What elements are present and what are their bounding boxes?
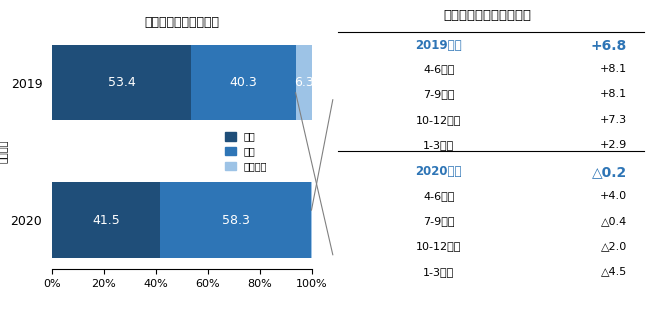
Text: +8.1: +8.1 (600, 64, 627, 74)
Bar (191, 45, 296, 121)
Text: 7-9月期: 7-9月期 (423, 89, 454, 99)
Text: 1-3月期: 1-3月期 (423, 267, 454, 277)
Text: 53.4: 53.4 (107, 76, 135, 89)
Bar (52, 182, 160, 258)
Text: 1-3月期: 1-3月期 (423, 140, 454, 150)
Text: 2020年度: 2020年度 (415, 165, 462, 178)
Text: 6.3: 6.3 (294, 76, 314, 89)
Text: 4-6月期: 4-6月期 (423, 191, 454, 201)
Text: +8.1: +8.1 (600, 89, 627, 99)
Text: +4.0: +4.0 (600, 191, 627, 201)
Text: +6.8: +6.8 (591, 39, 627, 53)
Bar (52, 45, 191, 121)
Text: △0.2: △0.2 (592, 165, 627, 179)
Text: 2019年度: 2019年度 (415, 39, 462, 52)
Text: 4-6月期: 4-6月期 (423, 64, 454, 74)
Text: 全産業売上高伸び率平均: 全産業売上高伸び率平均 (443, 9, 532, 22)
Text: +7.3: +7.3 (600, 115, 627, 125)
Text: 58.3: 58.3 (222, 214, 250, 227)
Text: 10-12月期: 10-12月期 (416, 115, 462, 125)
Text: +2.9: +2.9 (600, 140, 627, 150)
Text: 41.5: 41.5 (92, 214, 120, 227)
Text: 7-9月期: 7-9月期 (423, 216, 454, 226)
Text: △2.0: △2.0 (601, 241, 627, 251)
Text: 10-12月期: 10-12月期 (416, 241, 462, 251)
Text: 40.3: 40.3 (229, 76, 257, 89)
Legend: 増収, 減収, 前期並み: 増収, 減収, 前期並み (220, 128, 272, 175)
Text: △0.4: △0.4 (601, 216, 627, 226)
Text: △4.5: △4.5 (601, 267, 627, 277)
Bar (160, 182, 311, 258)
Title: 売上高動向　企業割合: 売上高動向 企業割合 (144, 16, 220, 29)
Y-axis label: （年度）: （年度） (0, 140, 8, 163)
Bar (296, 45, 312, 121)
